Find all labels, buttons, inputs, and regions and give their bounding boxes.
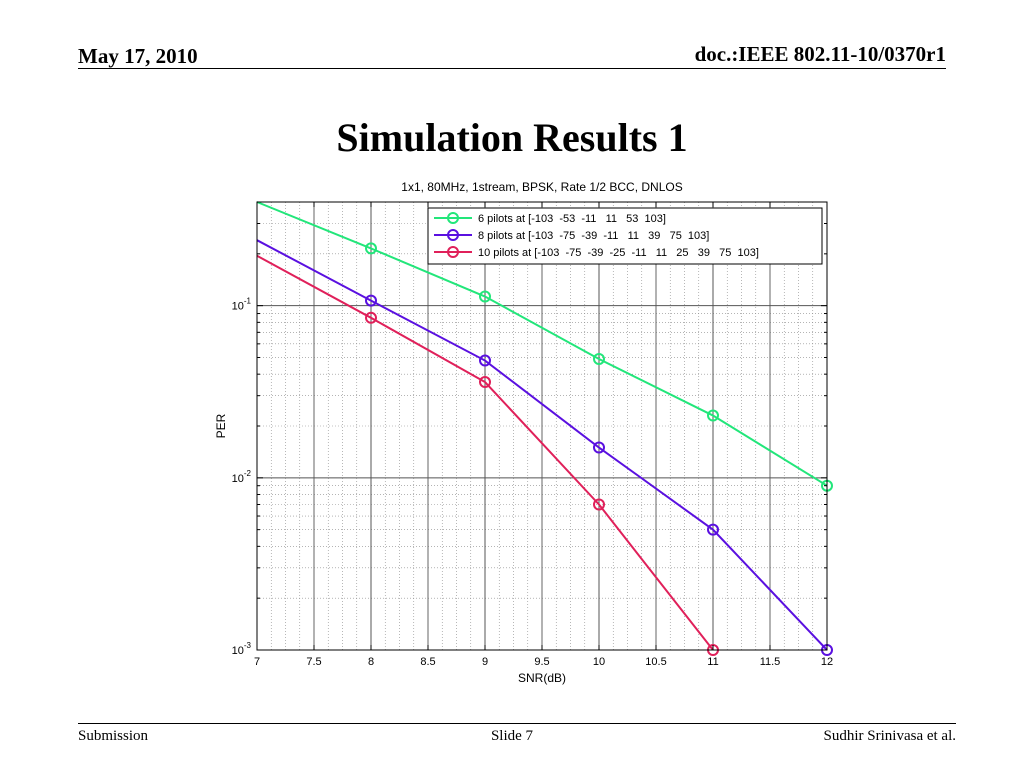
series-3-line (256, 254, 714, 651)
axis-ticks (256, 201, 828, 651)
legend-label-2: 8 pilots at [-103 -75 -39 -11 11 39 75 1… (478, 230, 709, 242)
y-tick-label: 10-2 (232, 469, 252, 485)
footer-submission: Submission (78, 728, 149, 744)
y-tick-label: 10-3 (232, 641, 252, 657)
series-3-marker (479, 376, 491, 389)
legend-marker-1 (447, 212, 459, 224)
series-1-marker (707, 409, 719, 422)
y-tick-labels: 10-1 10-2 10-3 (232, 297, 252, 657)
legend-marker-3 (447, 246, 459, 258)
x-tick-label: 10.5 (645, 656, 666, 668)
series-3-marker (365, 311, 377, 324)
footer-slide-number: Slide 7 (490, 728, 534, 744)
series-2-line (256, 239, 828, 651)
series-2-marker (707, 523, 719, 536)
series-1-marker (365, 242, 377, 255)
chart-title: 1x1, 80MHz, 1stream, BPSK, Rate 1/2 BCC,… (401, 180, 682, 194)
series-2-marker (365, 294, 377, 307)
x-tick-label: 8.5 (420, 656, 435, 668)
x-tick-label: 8 (368, 656, 374, 668)
series-layer (256, 201, 833, 656)
series-2-marker (479, 354, 491, 367)
x-tick-label: 9 (482, 656, 488, 668)
header-rule (78, 68, 946, 69)
x-tick-label: 10 (593, 656, 605, 668)
legend-box (427, 207, 823, 265)
x-tick-label: 12 (821, 656, 833, 668)
x-tick-labels: 7 7.5 8 8.5 9 9.5 10 10.5 11 11.5 12 (254, 656, 833, 668)
x-tick-label: 11 (707, 656, 718, 668)
legend-label-3: 10 pilots at [-103 -75 -39 -25 -11 11 25… (478, 247, 759, 259)
y-tick-label: 10-1 (232, 297, 252, 313)
legend-label-1: 6 pilots at [-103 -53 -11 11 53 103] (478, 213, 666, 225)
y-axis-label: PER (214, 413, 228, 438)
footer-rule (78, 723, 956, 724)
footer-authors: Sudhir Srinivasa et al. (823, 728, 956, 744)
x-axis-label: SNR(dB) (518, 671, 566, 685)
header-date: May 17, 2010 (78, 44, 198, 68)
x-tick-label: 7 (254, 656, 260, 668)
series-3-marker (593, 498, 605, 511)
series-2-marker (593, 441, 605, 454)
series-1-marker (593, 352, 605, 365)
x-tick-label: 7.5 (306, 656, 321, 668)
legend: 6 pilots at [-103 -53 -11 11 53 103] 8 pi… (427, 207, 823, 265)
series-1-marker (479, 290, 491, 303)
x-tick-label: 11.5 (760, 656, 781, 668)
slide-title: Simulation Results 1 (336, 115, 688, 160)
x-tick-label: 9.5 (534, 656, 549, 668)
series-1-line (256, 201, 828, 487)
legend-marker-2 (447, 229, 459, 241)
header-doc-id: doc.:IEEE 802.11-10/0370r1 (694, 42, 946, 66)
